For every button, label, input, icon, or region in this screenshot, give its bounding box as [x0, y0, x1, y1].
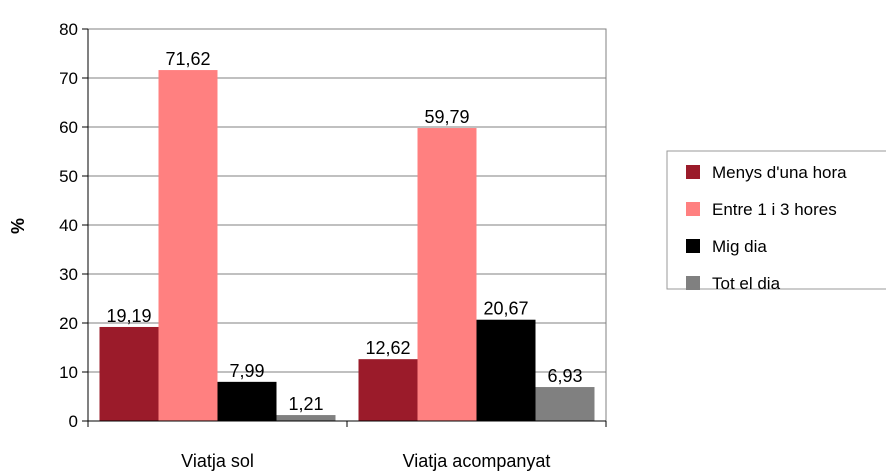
data-label: 12,62: [365, 338, 410, 358]
legend-box: [666, 150, 886, 290]
data-label: 19,19: [106, 306, 151, 326]
axes: 0 10 20 30 40 50 60 70 80 Viatja sol Viatja acompa…: [59, 20, 607, 471]
legend-label: Entre 1 i 3 hores: [712, 200, 837, 219]
legend-swatch: [686, 276, 700, 290]
y-tick-label: 60: [59, 118, 78, 137]
x-category-label: Viatja sol: [181, 451, 254, 471]
y-tick-label: 30: [59, 265, 78, 284]
bar: [276, 415, 336, 421]
legend-swatch: [686, 165, 700, 179]
data-label: 1,21: [288, 394, 323, 414]
bar: [99, 326, 159, 421]
y-tick-label: 10: [59, 363, 78, 382]
bar: [358, 359, 418, 421]
bar: [417, 128, 477, 422]
y-axis-label: %: [8, 218, 28, 234]
bars: 19,19 71,62 7,99 1,21 12,62 59,79 20,67 6,93: [99, 49, 595, 422]
legend-swatch: [686, 202, 700, 216]
y-tick-label: 70: [59, 69, 78, 88]
y-tick-label: 0: [69, 412, 78, 431]
y-tick-label: 40: [59, 216, 78, 235]
data-label: 7,99: [229, 361, 264, 381]
legend-label: Mig dia: [712, 237, 767, 256]
data-label: 20,67: [483, 299, 528, 319]
legend-label: Tot el dia: [712, 274, 781, 293]
legend-swatch: [686, 239, 700, 253]
legend-label: Menys d'una hora: [712, 163, 847, 182]
bar: [535, 387, 595, 421]
bar: [158, 70, 218, 421]
x-category-label: Viatja acompanyat: [403, 451, 551, 471]
bar: [217, 381, 277, 421]
data-label: 6,93: [547, 366, 582, 386]
bar: [476, 319, 536, 421]
legend: Menys d'una hora Entre 1 i 3 hores Mig dia…: [666, 150, 886, 293]
y-tick-label: 20: [59, 314, 78, 333]
y-tick-label: 80: [59, 20, 78, 39]
data-label: 59,79: [424, 107, 469, 127]
y-tick-label: 50: [59, 167, 78, 186]
data-label: 71,62: [165, 49, 210, 69]
